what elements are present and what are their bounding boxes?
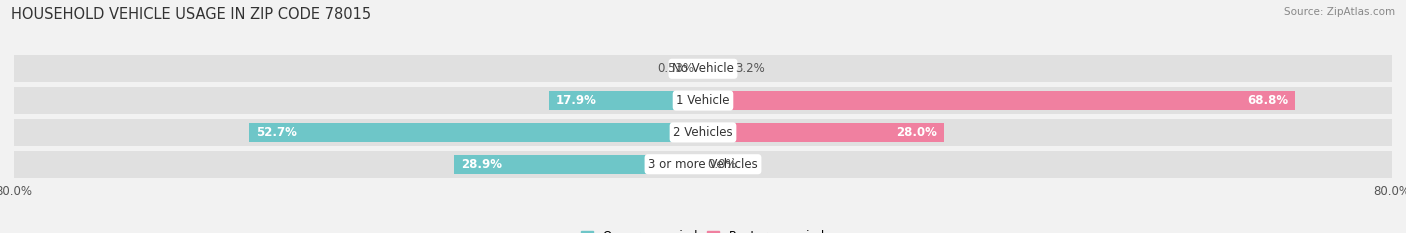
Text: No Vehicle: No Vehicle	[672, 62, 734, 75]
Bar	[703, 91, 1295, 110]
Bar	[14, 87, 1392, 114]
Text: 28.0%: 28.0%	[897, 126, 938, 139]
Bar	[703, 59, 731, 78]
Bar	[14, 55, 1392, 82]
Text: Source: ZipAtlas.com: Source: ZipAtlas.com	[1284, 7, 1395, 17]
Text: 52.7%: 52.7%	[256, 126, 297, 139]
Bar	[703, 123, 945, 142]
Text: 3 or more Vehicles: 3 or more Vehicles	[648, 158, 758, 171]
Text: 68.8%: 68.8%	[1247, 94, 1289, 107]
Text: 1 Vehicle: 1 Vehicle	[676, 94, 730, 107]
Text: 0.0%: 0.0%	[707, 158, 737, 171]
Bar	[14, 119, 1392, 146]
Bar	[699, 59, 703, 78]
Text: 3.2%: 3.2%	[735, 62, 765, 75]
Text: 2 Vehicles: 2 Vehicles	[673, 126, 733, 139]
Bar	[454, 155, 703, 174]
Text: 28.9%: 28.9%	[461, 158, 502, 171]
Text: 17.9%: 17.9%	[555, 94, 596, 107]
Text: 0.53%: 0.53%	[657, 62, 695, 75]
Legend: Owner-occupied, Renter-occupied: Owner-occupied, Renter-occupied	[576, 225, 830, 233]
Text: HOUSEHOLD VEHICLE USAGE IN ZIP CODE 78015: HOUSEHOLD VEHICLE USAGE IN ZIP CODE 7801…	[11, 7, 371, 22]
Bar	[14, 151, 1392, 178]
Bar	[249, 123, 703, 142]
Bar	[548, 91, 703, 110]
